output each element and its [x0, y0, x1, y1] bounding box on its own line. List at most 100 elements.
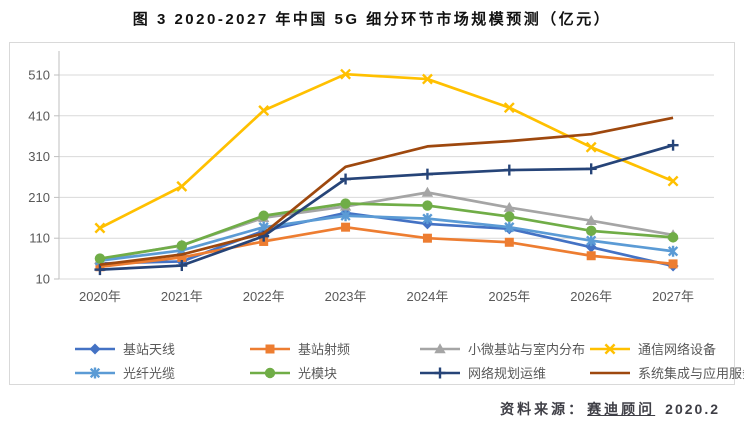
marker-stroke: [585, 141, 597, 153]
x-marker-icon: [94, 222, 106, 234]
x-marker-icon: [585, 141, 597, 153]
y-tick-label: 410: [28, 108, 50, 123]
legend-swatch-icon: [420, 367, 460, 378]
marker-shape: [176, 240, 188, 251]
chart-legend: 基站天线 基站射频 小微基站与室内分布 通信网络设备 光纤光缆 光模块 网络规划运维 系统集成…: [74, 339, 744, 382]
asterisk-marker-icon: [667, 245, 679, 257]
marker-shape: [265, 344, 275, 353]
x-marker-icon: [340, 68, 352, 80]
marker-shape: [94, 253, 106, 264]
marker-shape: [586, 251, 596, 261]
x-axis-label: 2027年: [652, 289, 694, 304]
marker-shape: [421, 186, 434, 197]
y-tick-label: 310: [28, 149, 50, 164]
marker-stroke: [503, 102, 515, 114]
legend-swatch-icon: [250, 367, 290, 378]
marker-shape: [585, 225, 597, 237]
x-marker-icon: [667, 175, 679, 187]
marker-shape: [504, 237, 514, 247]
legend-item-6: 网络规划运维: [419, 363, 589, 382]
legend-label: 基站天线: [123, 342, 176, 357]
marker-stroke: [421, 73, 433, 85]
marker-shape: [422, 233, 432, 243]
series-line-7: [99, 116, 674, 267]
legend-label: 基站射频: [298, 342, 351, 357]
marker-shape: [585, 214, 597, 225]
chart-title: 图 3 2020-2027 年中国 5G 细分环节市场规模预测（亿元）: [132, 11, 612, 28]
plus-marker-icon: [585, 163, 597, 175]
legend-label: 系统集成与应用服务: [638, 366, 744, 381]
marker-stroke: [258, 105, 270, 116]
circle-marker-icon: [94, 253, 106, 264]
legend-item-0: 基站天线: [74, 339, 249, 358]
marker-shape: [667, 232, 679, 243]
series-line-3: [99, 72, 674, 230]
legend-label: 通信网络设备: [638, 342, 717, 357]
circle-marker-icon: [258, 210, 269, 221]
series-line-6: [99, 143, 674, 271]
plus-marker-icon: [340, 173, 352, 185]
legend-swatch-icon: [590, 371, 630, 374]
circle-marker-icon: [422, 200, 433, 211]
legend-item-2: 小微基站与室内分布: [419, 339, 589, 358]
square-marker-icon: [341, 222, 351, 232]
marker-shape: [264, 367, 276, 378]
legend-item-7: 系统集成与应用服务: [589, 363, 744, 382]
asterisk-marker-icon: [340, 210, 351, 222]
triangle-marker-icon: [421, 186, 434, 197]
legend-swatch-icon: [420, 342, 460, 353]
legend-swatch-icon: [75, 343, 115, 354]
marker-shape: [503, 201, 516, 212]
square-marker-icon: [504, 237, 514, 247]
y-tick-label: 210: [28, 190, 50, 205]
legend-swatch-icon: [590, 343, 630, 354]
x-axis-label: 2024年: [406, 289, 448, 304]
legend-item-3: 通信网络设备: [589, 339, 744, 358]
x-axis-label: 2020年: [79, 289, 121, 304]
y-tick-label: 110: [29, 231, 50, 246]
square-marker-icon: [265, 344, 275, 353]
y-tick-label: 510: [28, 68, 50, 83]
circle-marker-icon: [504, 211, 515, 222]
plus-marker-icon: [176, 260, 188, 272]
legend-item-1: 基站射频: [249, 339, 419, 358]
marker-stroke: [340, 68, 352, 80]
marker-shape: [340, 198, 351, 209]
circle-marker-icon: [340, 198, 351, 209]
series-line-5: [99, 202, 674, 260]
asterisk-marker-icon: [89, 367, 101, 378]
marker-shape: [668, 259, 678, 269]
legend-item-4: 光纤光缆: [74, 363, 249, 382]
square-marker-icon: [422, 233, 432, 243]
x-marker-icon: [258, 105, 270, 116]
legend-label: 小微基站与室内分布: [468, 342, 586, 357]
x-axis-label: 2023年: [325, 289, 367, 304]
asterisk-marker-icon: [504, 221, 515, 233]
legend-swatch-icon: [75, 367, 115, 378]
x-marker-icon: [421, 73, 433, 85]
source-label: 资料来源：: [500, 401, 586, 417]
x-axis-label: 2022年: [243, 289, 285, 304]
marker-stroke: [176, 180, 188, 192]
legend-label: 网络规划运维: [468, 366, 547, 381]
marker-shape: [258, 210, 269, 221]
source-name: 赛迪顾问: [587, 401, 656, 417]
x-marker-icon: [503, 102, 515, 114]
circle-marker-icon: [264, 367, 276, 378]
asterisk-marker-icon: [422, 213, 433, 225]
plus-marker-icon: [667, 139, 679, 151]
legend-label: 光纤光缆: [123, 366, 176, 381]
source-date: 2020.2: [665, 401, 720, 417]
marker-stroke: [94, 222, 106, 234]
marker-shape: [504, 211, 515, 222]
series-line-1: [99, 225, 674, 269]
legend-swatch-icon: [250, 344, 290, 353]
y-tick-label: 10: [36, 272, 50, 287]
plus-marker-icon: [434, 367, 446, 378]
triangle-marker-icon: [503, 201, 516, 212]
square-marker-icon: [586, 251, 596, 261]
marker-shape: [434, 342, 446, 353]
triangle-marker-icon: [434, 342, 446, 353]
